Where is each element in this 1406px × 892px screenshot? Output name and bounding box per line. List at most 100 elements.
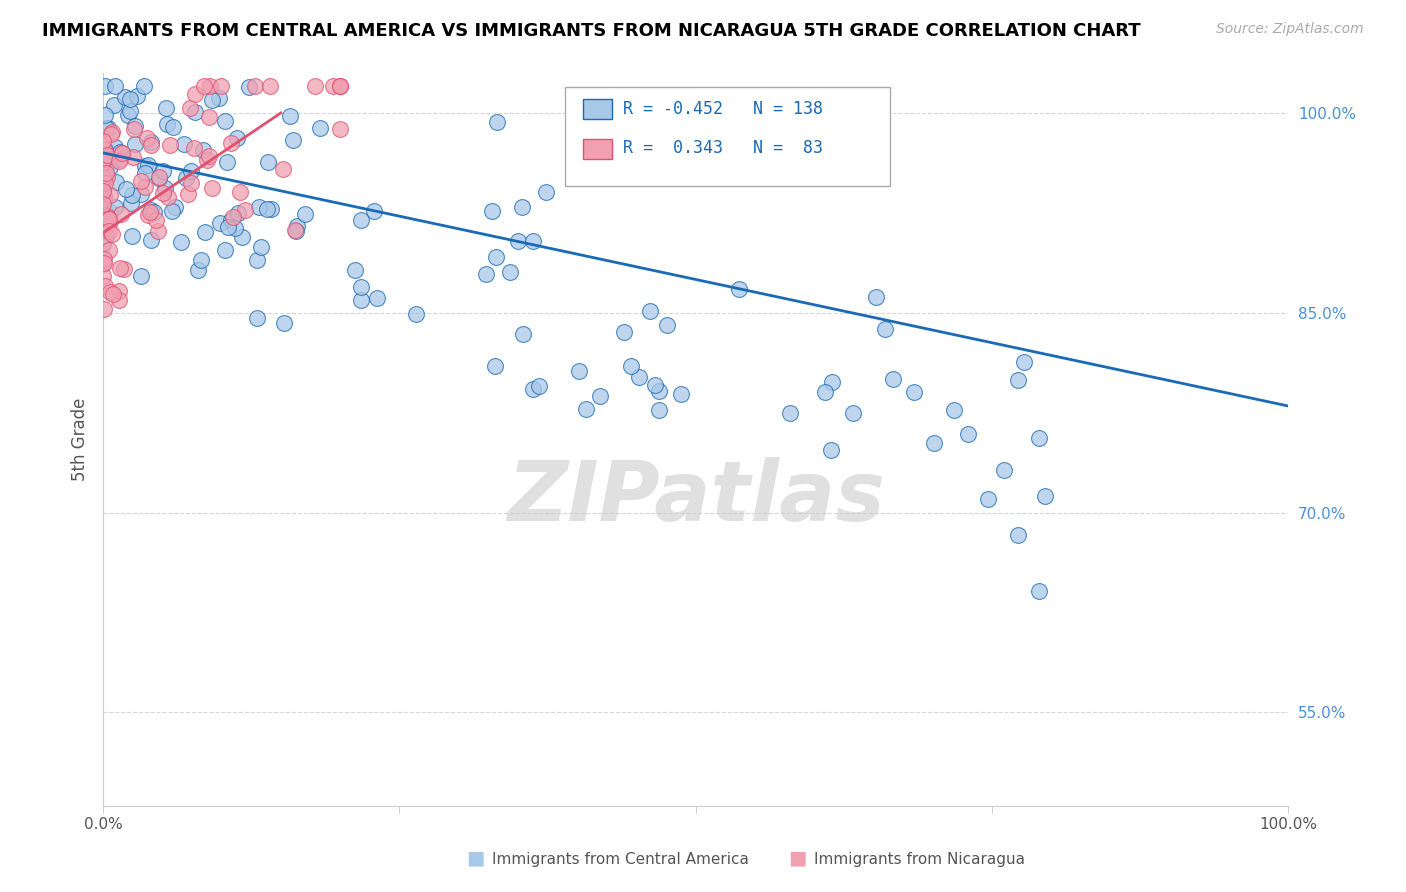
- Point: [195, 153, 218, 167]
- Point: [94, 166, 117, 180]
- Point: [956, 426, 979, 441]
- Point: [183, 87, 205, 101]
- Point: [91, 155, 114, 169]
- Point: [814, 385, 837, 400]
- Point: [644, 378, 666, 392]
- Point: [93, 301, 115, 316]
- Point: [103, 79, 125, 94]
- Point: [91, 257, 114, 271]
- Point: [97, 211, 120, 225]
- Point: [329, 121, 352, 136]
- Point: [363, 204, 385, 219]
- Point: [159, 137, 181, 152]
- Point: [111, 146, 134, 161]
- Point: [273, 316, 295, 330]
- Point: [943, 403, 966, 417]
- Point: [512, 327, 534, 342]
- Point: [350, 293, 373, 307]
- Point: [329, 79, 352, 94]
- Point: [190, 253, 212, 268]
- Point: [111, 146, 134, 161]
- Point: [238, 80, 260, 95]
- Point: [304, 79, 326, 94]
- Point: [155, 101, 177, 115]
- Point: [108, 284, 131, 298]
- Point: [94, 279, 117, 293]
- Point: [101, 227, 124, 242]
- Point: [638, 303, 661, 318]
- Point: [96, 120, 118, 135]
- Point: [93, 189, 115, 203]
- Point: [141, 135, 163, 149]
- Point: [183, 141, 205, 155]
- Point: [139, 202, 162, 217]
- Point: [350, 212, 373, 227]
- Point: [91, 210, 114, 224]
- Point: [94, 143, 117, 157]
- Point: [94, 108, 117, 122]
- Point: [101, 287, 124, 301]
- Point: [98, 188, 121, 202]
- Text: ■: ■: [465, 848, 485, 867]
- Point: [187, 262, 209, 277]
- Text: R = -0.452   N = 138: R = -0.452 N = 138: [623, 100, 823, 118]
- Point: [134, 166, 156, 180]
- Point: [620, 359, 643, 373]
- Point: [820, 442, 842, 457]
- Point: [148, 170, 170, 185]
- Point: [259, 202, 281, 216]
- Point: [728, 282, 751, 296]
- Point: [481, 204, 503, 219]
- Point: [225, 131, 247, 145]
- Point: [156, 117, 179, 131]
- Point: [93, 152, 115, 166]
- Point: [120, 195, 142, 210]
- Text: ■: ■: [787, 848, 807, 867]
- Point: [628, 369, 651, 384]
- Point: [162, 120, 184, 135]
- Point: [1014, 355, 1036, 369]
- Point: [484, 359, 506, 373]
- Point: [322, 79, 344, 94]
- Point: [118, 104, 141, 119]
- Point: [246, 253, 269, 268]
- Point: [91, 170, 114, 185]
- Point: [294, 207, 316, 221]
- Point: [98, 205, 121, 219]
- Point: [993, 463, 1015, 477]
- Point: [104, 175, 127, 189]
- Point: [522, 235, 544, 249]
- Point: [131, 174, 153, 188]
- Point: [138, 158, 160, 172]
- Point: [173, 137, 195, 152]
- Point: [174, 171, 197, 186]
- Point: [184, 104, 207, 119]
- Point: [200, 181, 222, 195]
- Point: [93, 223, 115, 237]
- Point: [198, 79, 221, 94]
- Point: [101, 125, 124, 139]
- Point: [285, 219, 308, 233]
- Point: [1028, 431, 1050, 445]
- Point: [534, 186, 557, 200]
- Point: [156, 190, 179, 204]
- Point: [208, 91, 231, 105]
- Point: [108, 293, 131, 308]
- Point: [229, 185, 252, 199]
- Point: [96, 170, 118, 185]
- Point: [259, 79, 281, 94]
- Point: [91, 184, 114, 198]
- Point: [93, 196, 115, 211]
- Point: [93, 256, 115, 270]
- Point: [162, 203, 184, 218]
- Point: [180, 176, 202, 190]
- Point: [475, 267, 498, 281]
- Point: [231, 230, 253, 244]
- Point: [143, 205, 166, 219]
- Point: [224, 221, 246, 235]
- Point: [779, 406, 801, 420]
- Point: [198, 148, 221, 162]
- Point: [177, 186, 200, 201]
- Point: [138, 208, 160, 222]
- Point: [124, 119, 146, 133]
